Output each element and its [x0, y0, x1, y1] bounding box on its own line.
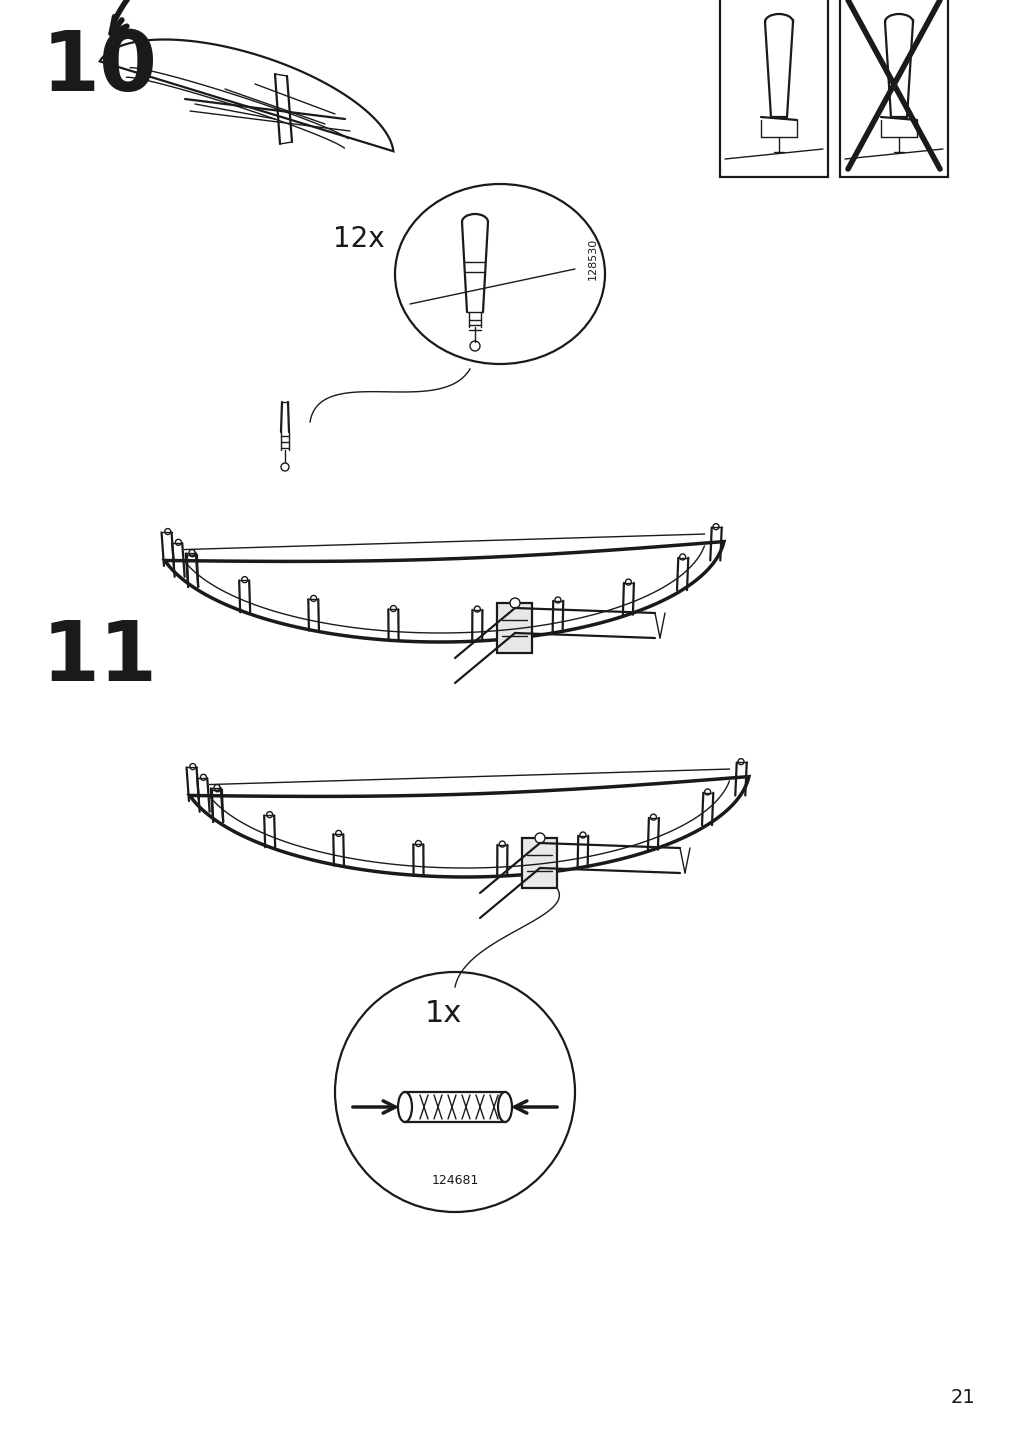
Text: 128530: 128530	[587, 238, 598, 281]
Bar	[719, 0, 827, 178]
Polygon shape	[165, 541, 723, 642]
Circle shape	[554, 597, 560, 603]
Circle shape	[189, 763, 195, 769]
Text: 21: 21	[949, 1388, 974, 1408]
Circle shape	[650, 815, 656, 821]
Circle shape	[390, 606, 396, 611]
Circle shape	[267, 812, 272, 818]
Circle shape	[713, 524, 718, 530]
Circle shape	[213, 785, 219, 790]
Circle shape	[281, 463, 289, 471]
Ellipse shape	[497, 1093, 512, 1123]
Circle shape	[579, 832, 585, 838]
Text: 10: 10	[42, 27, 158, 107]
Circle shape	[416, 841, 421, 846]
Ellipse shape	[397, 1093, 411, 1123]
Bar	[839, 0, 947, 178]
Circle shape	[175, 540, 181, 546]
Circle shape	[189, 551, 195, 557]
Circle shape	[704, 789, 710, 795]
Circle shape	[535, 833, 545, 843]
Circle shape	[679, 554, 685, 560]
Polygon shape	[100, 40, 393, 152]
Bar	[497, 603, 532, 653]
Circle shape	[165, 528, 171, 534]
Circle shape	[242, 577, 248, 583]
Text: 124681: 124681	[431, 1173, 478, 1187]
Bar	[522, 838, 557, 888]
Text: 12x: 12x	[333, 225, 384, 253]
Circle shape	[310, 596, 316, 601]
Text: 11: 11	[42, 617, 158, 697]
Circle shape	[498, 841, 504, 848]
Text: 1x: 1x	[425, 1000, 462, 1028]
Circle shape	[214, 786, 220, 792]
Polygon shape	[189, 776, 748, 876]
Circle shape	[336, 831, 342, 836]
Polygon shape	[404, 1093, 504, 1123]
Circle shape	[737, 759, 743, 765]
Circle shape	[510, 599, 520, 609]
Circle shape	[474, 606, 480, 611]
Circle shape	[189, 550, 195, 556]
Circle shape	[625, 579, 631, 586]
Circle shape	[200, 775, 206, 780]
